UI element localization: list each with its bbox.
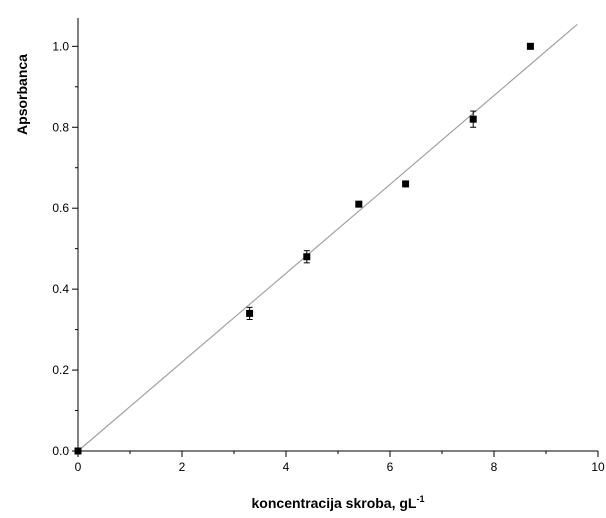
- y-tick-label: 0.4: [52, 282, 69, 296]
- y-tick-label: 1.0: [52, 39, 69, 53]
- x-tick-label: 2: [179, 460, 186, 474]
- x-tick-label: 8: [491, 460, 498, 474]
- x-tick-label: 10: [591, 460, 605, 474]
- data-point: [355, 200, 363, 208]
- x-axis-title: koncentracija skroba, gL-1: [252, 494, 425, 511]
- data-point: [526, 42, 534, 50]
- y-tick-label: 0.8: [52, 120, 69, 134]
- data-point: [303, 253, 311, 261]
- data-point: [74, 447, 82, 455]
- plot-area: 0 2 4 6 8 10 0.0 0.2 0.4 0.6 0.8 1.0: [52, 18, 605, 474]
- data-point: [469, 115, 477, 123]
- x-tick-label: 4: [283, 460, 290, 474]
- fit-line-group: [77, 24, 578, 452]
- x-tick-label: 6: [387, 460, 394, 474]
- y-axis-title: Apsorbanca: [14, 54, 30, 135]
- y-tick-label: 0.6: [52, 201, 69, 215]
- data-points: [74, 42, 534, 455]
- fit-line: [77, 24, 578, 452]
- y-tick-label: 0.0: [52, 444, 69, 458]
- data-point: [402, 180, 410, 188]
- y-tick-label: 0.2: [52, 363, 69, 377]
- x-axis-title-superscript: -1: [416, 494, 424, 504]
- y-axis-ticks: 0.0 0.2 0.4 0.6 0.8 1.0: [52, 39, 78, 458]
- x-axis-ticks: 0 2 4 6 8 10: [75, 451, 605, 474]
- x-axis-title-text: koncentracija skroba, gL: [252, 495, 417, 511]
- data-point: [246, 309, 254, 317]
- x-tick-label: 0: [75, 460, 82, 474]
